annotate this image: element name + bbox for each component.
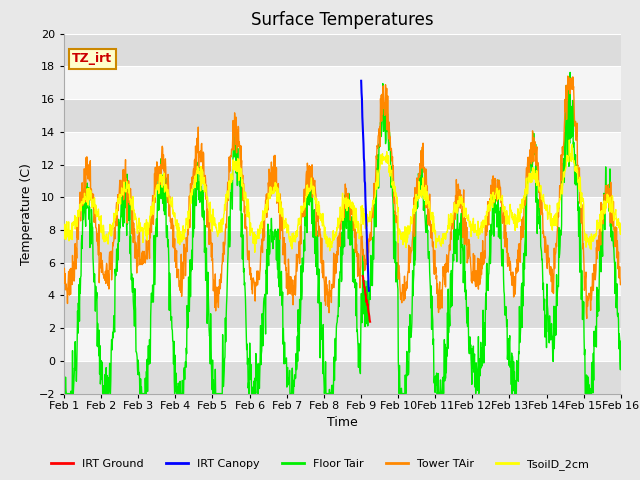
Bar (64, 99, 621, 132)
Legend: IRT Ground, IRT Canopy, Floor Tair, Tower TAir, TsoilD_2cm: IRT Ground, IRT Canopy, Floor Tair, Towe… (47, 455, 593, 474)
Text: TZ_irt: TZ_irt (72, 52, 113, 65)
Title: Surface Temperatures: Surface Temperatures (251, 11, 434, 29)
Y-axis label: Temperature (C): Temperature (C) (20, 163, 33, 264)
Bar (64, 328, 621, 361)
Bar (64, 34, 621, 66)
Bar (64, 66, 621, 99)
Bar (64, 361, 621, 394)
X-axis label: Time: Time (327, 416, 358, 429)
Bar (64, 132, 621, 165)
Bar (64, 230, 621, 263)
Bar (64, 197, 621, 230)
Bar (64, 295, 621, 328)
Bar (64, 263, 621, 295)
Bar (64, 165, 621, 197)
